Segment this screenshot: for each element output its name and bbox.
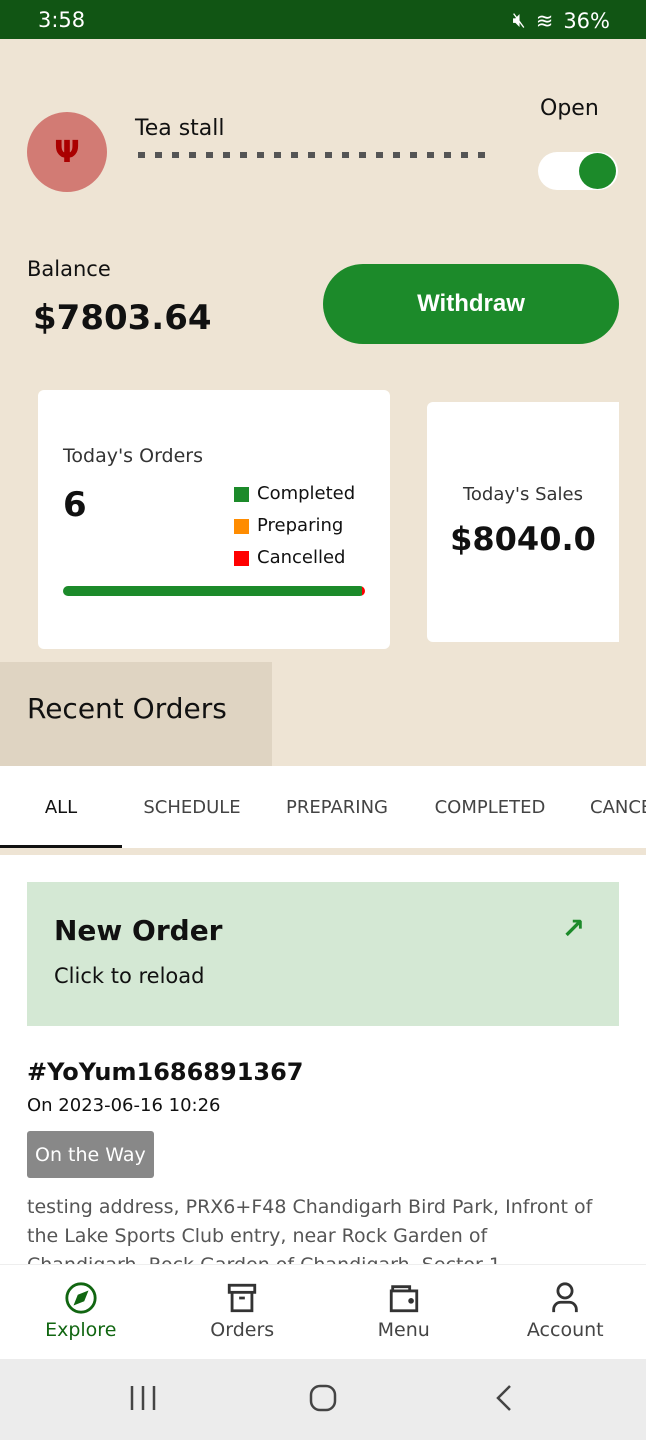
todays-sales-card[interactable]: Today's Sales $8040.0: [427, 402, 619, 642]
order-tabs: ALL SCHEDULE PREPARING COMPLETED CANCELL…: [0, 766, 646, 848]
back-icon[interactable]: [490, 1383, 520, 1413]
tab-cancelled[interactable]: CANCELLED: [590, 796, 646, 818]
mute-icon: 🔇︎: [512, 8, 526, 32]
new-order-subtitle: Click to reload: [54, 964, 205, 988]
legend-preparing: Preparing: [234, 510, 355, 542]
legend-cancelled: Cancelled: [234, 542, 355, 574]
status-icons: 🔇︎ ≋ 36%: [512, 8, 610, 33]
tab-preparing[interactable]: PREPARING: [286, 796, 388, 818]
store-address-placeholder: [138, 152, 494, 158]
wifi-icon: ≋: [535, 8, 554, 33]
nav-account[interactable]: Account: [485, 1265, 646, 1359]
nav-label: Orders: [210, 1319, 275, 1341]
tab-all[interactable]: ALL: [0, 766, 122, 848]
battery-text: 36%: [563, 8, 610, 33]
sales-card-title: Today's Sales: [462, 484, 583, 505]
recent-apps-icon[interactable]: [128, 1383, 158, 1413]
store-name: Tea stall: [135, 116, 225, 141]
user-icon: [552, 1282, 578, 1313]
todays-orders-card[interactable]: Today's Orders 6 Completed Preparing Can…: [38, 390, 390, 649]
archive-box-icon: [228, 1283, 257, 1313]
order-status-badge: On the Way: [27, 1131, 154, 1178]
sales-value: $8040.0: [450, 520, 596, 558]
compass-icon: [65, 1282, 97, 1314]
order-address: testing address, PRX6+F48 Chandigarh Bir…: [27, 1196, 593, 1265]
new-order-banner[interactable]: New Order Click to reload ↗: [27, 882, 619, 1026]
balance-value: $7803.64: [33, 298, 212, 338]
tab-completed[interactable]: COMPLETED: [434, 796, 546, 818]
system-nav-bar: [0, 1359, 646, 1440]
orders-card-title: Today's Orders: [63, 445, 204, 467]
nav-explore[interactable]: Explore: [0, 1265, 162, 1359]
new-order-title: New Order: [54, 914, 223, 947]
balance-label: Balance: [27, 257, 111, 281]
nav-label: Account: [526, 1319, 604, 1341]
legend-completed: Completed: [234, 478, 355, 510]
nav-label: Menu: [377, 1319, 430, 1341]
wallet-icon: [389, 1285, 418, 1313]
withdraw-button[interactable]: Withdraw: [323, 264, 619, 344]
nav-menu[interactable]: Menu: [323, 1265, 485, 1359]
tab-schedule[interactable]: SCHEDULE: [143, 796, 241, 818]
order-id[interactable]: #YoYum1686891367: [27, 1058, 304, 1086]
orders-legend: Completed Preparing Cancelled: [234, 478, 355, 574]
open-toggle[interactable]: [538, 152, 618, 190]
home-icon[interactable]: [308, 1383, 338, 1413]
toggle-knob: [579, 153, 616, 189]
bottom-nav: Explore Orders Menu Account: [0, 1264, 646, 1359]
arrow-up-right-icon: ↗: [561, 912, 585, 945]
recent-orders-heading: Recent Orders: [0, 662, 272, 766]
status-time: 3:58: [38, 8, 86, 32]
progress-segment-completed: [63, 586, 362, 596]
order-date: On 2023-06-16 10:26: [27, 1095, 221, 1116]
orders-progress-bar: [63, 586, 365, 596]
nav-label: Explore: [45, 1319, 117, 1341]
open-label: Open: [540, 96, 599, 121]
status-bar: 3:58 🔇︎ ≋ 36%: [0, 0, 646, 39]
orders-list: New Order Click to reload ↗ #YoYum168689…: [0, 855, 646, 1265]
nav-orders[interactable]: Orders: [162, 1265, 324, 1359]
progress-segment-cancelled: [361, 586, 365, 596]
orders-count: 6: [63, 485, 87, 525]
fork-knife-icon: Ψ: [27, 112, 107, 192]
